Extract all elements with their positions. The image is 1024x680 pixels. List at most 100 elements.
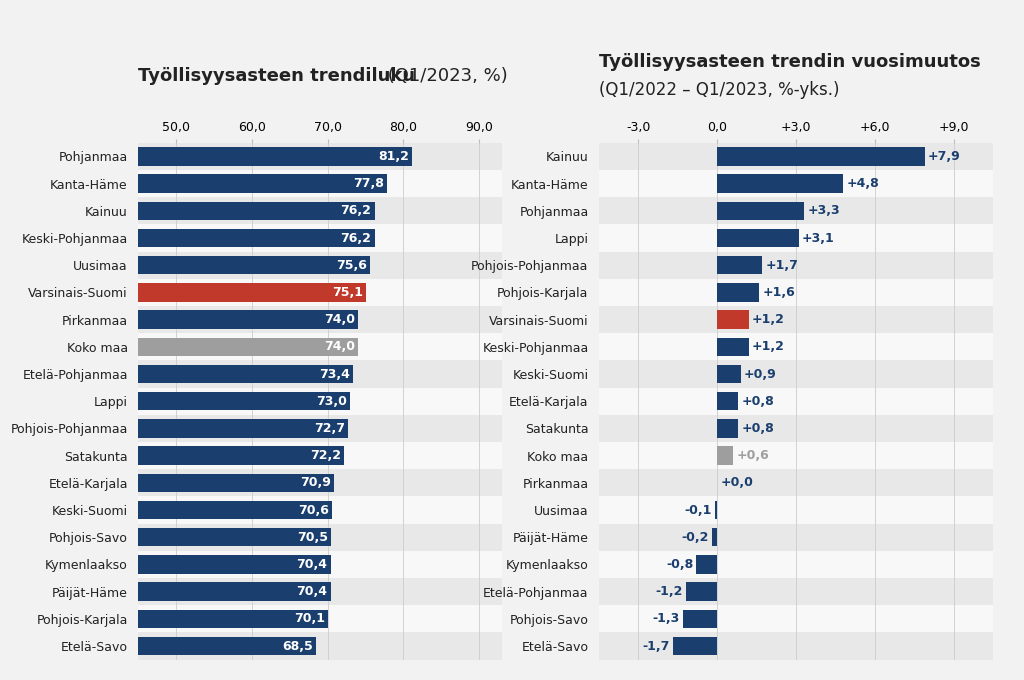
Bar: [138, 609, 329, 628]
Bar: [599, 442, 993, 469]
Bar: [138, 469, 502, 496]
Bar: [599, 469, 993, 496]
Bar: [138, 582, 331, 601]
Bar: [138, 333, 502, 360]
Bar: [138, 147, 413, 166]
Bar: [138, 555, 331, 574]
Bar: [599, 224, 993, 252]
Bar: [599, 578, 993, 605]
Bar: [138, 392, 350, 411]
Text: Työllisyysasteen trendiluku: Työllisyysasteen trendiluku: [138, 67, 416, 85]
Bar: [138, 388, 502, 415]
Bar: [599, 279, 993, 306]
Text: (Q1/2023, %): (Q1/2023, %): [382, 67, 507, 85]
Bar: [717, 174, 844, 193]
Bar: [138, 310, 357, 329]
Bar: [138, 256, 370, 275]
Bar: [138, 528, 332, 547]
Text: 76,2: 76,2: [341, 231, 372, 245]
Bar: [138, 415, 502, 442]
Text: 68,5: 68,5: [283, 639, 313, 653]
Bar: [717, 446, 733, 465]
Bar: [599, 496, 993, 524]
Text: 70,5: 70,5: [297, 530, 329, 544]
Text: -1,7: -1,7: [642, 639, 670, 653]
Bar: [138, 364, 353, 384]
Bar: [712, 528, 717, 547]
Text: +7,9: +7,9: [928, 150, 961, 163]
Text: 77,8: 77,8: [352, 177, 384, 190]
Bar: [717, 337, 749, 356]
Bar: [138, 283, 367, 302]
Bar: [138, 174, 387, 193]
Bar: [138, 252, 502, 279]
Bar: [138, 337, 357, 356]
Bar: [138, 632, 502, 660]
Bar: [599, 197, 993, 224]
Bar: [717, 201, 804, 220]
Text: Työllisyysasteen trendin vuosimuutos: Työllisyysasteen trendin vuosimuutos: [599, 54, 981, 71]
Bar: [138, 524, 502, 551]
Bar: [599, 605, 993, 632]
Text: 70,6: 70,6: [298, 503, 329, 517]
Bar: [138, 442, 502, 469]
Bar: [138, 419, 348, 438]
Bar: [138, 306, 502, 333]
Bar: [686, 582, 717, 601]
Bar: [138, 197, 502, 224]
Text: 72,2: 72,2: [310, 449, 341, 462]
Bar: [599, 333, 993, 360]
Bar: [138, 636, 316, 656]
Bar: [717, 228, 799, 248]
Text: 72,7: 72,7: [314, 422, 345, 435]
Text: -1,3: -1,3: [652, 612, 680, 626]
Text: +1,2: +1,2: [752, 313, 784, 326]
Bar: [138, 279, 502, 306]
Text: +0,8: +0,8: [741, 394, 774, 408]
Text: 81,2: 81,2: [379, 150, 410, 163]
Text: +0,9: +0,9: [744, 367, 777, 381]
Bar: [599, 170, 993, 197]
Bar: [138, 170, 502, 197]
Bar: [138, 228, 375, 248]
Bar: [138, 473, 335, 492]
Bar: [599, 360, 993, 388]
Bar: [599, 252, 993, 279]
Text: -0,1: -0,1: [684, 503, 712, 517]
Text: 76,2: 76,2: [341, 204, 372, 218]
Bar: [599, 632, 993, 660]
Bar: [599, 415, 993, 442]
Bar: [599, 551, 993, 578]
Text: +3,1: +3,1: [802, 231, 835, 245]
Bar: [717, 364, 741, 384]
Text: +1,6: +1,6: [763, 286, 796, 299]
Text: -0,2: -0,2: [682, 530, 709, 544]
Text: 70,4: 70,4: [297, 585, 328, 598]
Bar: [717, 310, 749, 329]
Text: +3,3: +3,3: [807, 204, 840, 218]
Text: 73,4: 73,4: [319, 367, 350, 381]
Bar: [599, 388, 993, 415]
Bar: [138, 360, 502, 388]
Bar: [717, 419, 738, 438]
Text: +0,0: +0,0: [721, 476, 754, 490]
Bar: [717, 392, 738, 411]
Bar: [138, 500, 332, 520]
Bar: [599, 306, 993, 333]
Bar: [696, 555, 717, 574]
Text: +0,6: +0,6: [736, 449, 769, 462]
Text: 75,6: 75,6: [336, 258, 367, 272]
Bar: [138, 143, 502, 170]
Text: 74,0: 74,0: [324, 340, 355, 354]
Text: +0,8: +0,8: [741, 422, 774, 435]
Bar: [717, 256, 762, 275]
Text: -1,2: -1,2: [655, 585, 683, 598]
Text: 70,1: 70,1: [294, 612, 326, 626]
Bar: [138, 201, 375, 220]
Text: 73,0: 73,0: [316, 394, 347, 408]
Bar: [715, 500, 717, 520]
Bar: [138, 605, 502, 632]
Text: +4,8: +4,8: [847, 177, 880, 190]
Text: +1,2: +1,2: [752, 340, 784, 354]
Bar: [717, 147, 925, 166]
